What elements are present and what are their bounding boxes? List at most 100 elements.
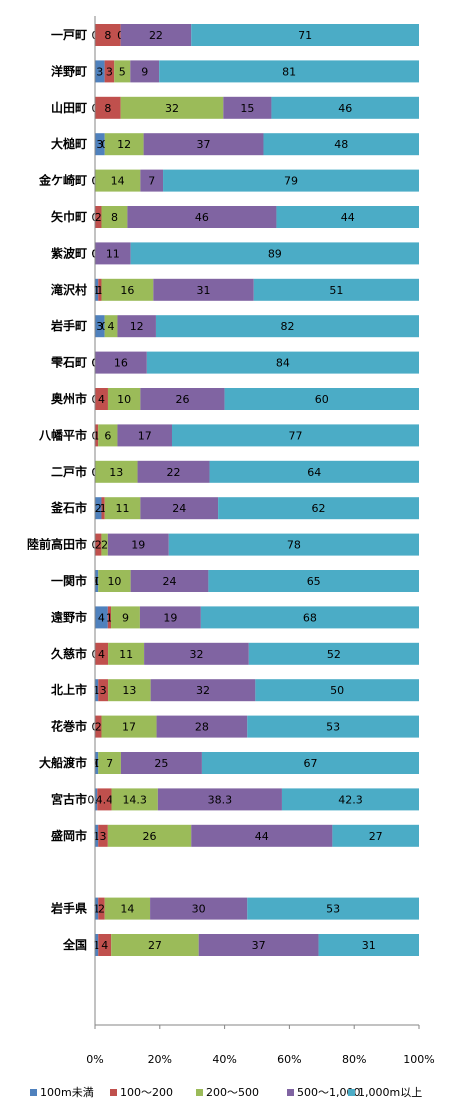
data-label: 30 <box>192 903 206 916</box>
bar-segment <box>140 497 219 520</box>
bar-segment <box>224 388 419 410</box>
x-tick-label: 60% <box>277 1053 301 1066</box>
category-label: 一戸町 <box>51 28 87 42</box>
bar-segment <box>95 60 105 83</box>
data-label: 2 <box>95 502 102 515</box>
bar-segment <box>108 679 151 702</box>
x-tick-label: 80% <box>342 1053 366 1066</box>
data-label: 1 <box>96 284 103 297</box>
bar-segment <box>150 679 256 702</box>
bar-segment <box>95 133 105 156</box>
bar-segment <box>98 897 105 920</box>
bar-segment <box>191 824 333 847</box>
bar-segment <box>120 96 224 119</box>
data-label: 1 <box>93 429 100 442</box>
data-label: 60 <box>315 393 329 406</box>
bar-segment <box>101 497 105 520</box>
bar-segment <box>98 570 131 592</box>
data-label: 62 <box>312 502 326 515</box>
category-label: 大槌町 <box>51 136 87 151</box>
data-label: 50 <box>330 684 344 697</box>
data-label: 32 <box>196 684 210 697</box>
bar-segment <box>98 679 109 702</box>
data-label: 11 <box>116 502 130 515</box>
category-row: 八幡平市0161777 <box>38 424 419 447</box>
data-label: 3 <box>96 65 103 78</box>
data-label: 7 <box>148 175 155 188</box>
bar-segment <box>140 388 225 410</box>
data-label: 42.3 <box>338 793 363 806</box>
bar-segment <box>95 242 131 265</box>
bar-segment <box>318 934 419 956</box>
bar-segment <box>114 60 131 83</box>
data-label: 8 <box>104 29 111 42</box>
data-label: 27 <box>369 830 383 843</box>
bar-segment <box>208 570 419 592</box>
bar-segment <box>101 278 154 301</box>
bar-segment <box>95 96 121 119</box>
category-label: 釜石市 <box>50 500 87 515</box>
data-label: 3 <box>100 830 107 843</box>
bar-segment <box>209 460 419 483</box>
data-label: 1 <box>93 830 100 843</box>
bar-segment <box>111 788 158 811</box>
legend-swatch <box>110 1089 117 1096</box>
data-label: 4 <box>108 320 115 333</box>
bar-segment <box>108 642 145 665</box>
bar-segment <box>159 60 419 83</box>
bar-segment <box>156 715 248 738</box>
bar-segment <box>95 24 121 46</box>
data-label: 26 <box>143 830 157 843</box>
data-label: 1 <box>93 684 100 697</box>
category-row: 岩手県 12 14 30 53 <box>50 897 419 920</box>
legend-item: 200〜500 <box>196 1086 259 1099</box>
bar-segment <box>95 497 102 520</box>
data-label: 16 <box>114 357 128 370</box>
legend-item: 500〜1,000 <box>287 1086 361 1099</box>
data-label: 78 <box>287 539 301 552</box>
data-label: 89 <box>268 247 282 260</box>
data-label: 25 <box>154 757 168 770</box>
data-label: 26 <box>175 393 189 406</box>
data-label: 11 <box>106 247 120 260</box>
bar-segment <box>111 934 199 956</box>
data-label: 37 <box>197 138 211 151</box>
bar-segment <box>95 715 102 738</box>
bar-segment <box>143 133 264 156</box>
data-label: 2 <box>98 903 105 916</box>
bar-segment <box>168 533 419 556</box>
data-label: 1 <box>93 903 100 916</box>
category-row: 釜石市 21 11 24 62 <box>50 497 419 520</box>
bar-segment <box>104 315 118 338</box>
legend-label: 100〜200 <box>120 1086 173 1099</box>
bar-segment <box>117 315 156 338</box>
category-row: 一関市10102465 <box>51 570 419 592</box>
data-label: 2 <box>95 721 102 734</box>
bar-segment <box>332 824 419 847</box>
bar-segment <box>98 424 118 447</box>
data-label: 15 <box>240 102 254 115</box>
bar-segment <box>95 388 108 410</box>
data-label: 12 <box>117 138 131 151</box>
x-tick-label: 0% <box>86 1053 103 1066</box>
data-label: 48 <box>334 138 348 151</box>
data-label: 46 <box>195 211 209 224</box>
legend-label: 500〜1,000 <box>297 1086 361 1099</box>
category-row: 一戸町0802271 <box>51 24 419 46</box>
data-label: 22 <box>167 466 181 479</box>
bar-segment <box>97 788 112 811</box>
bar-segment <box>130 242 419 265</box>
data-label: 14.3 <box>122 793 147 806</box>
data-label: 31 <box>197 284 211 297</box>
bar-segment <box>139 606 201 629</box>
bar-segment <box>98 824 108 847</box>
category-label: 宮古市 <box>51 791 87 806</box>
legend-label: 100m未満 <box>40 1086 94 1099</box>
bar-segment <box>95 351 147 374</box>
data-label: 68 <box>303 611 317 624</box>
category-row: 洋野町 3 3 5 9 81 <box>51 60 419 83</box>
bar-segment <box>95 606 108 629</box>
category-row: 矢巾町0284644 <box>51 206 419 228</box>
